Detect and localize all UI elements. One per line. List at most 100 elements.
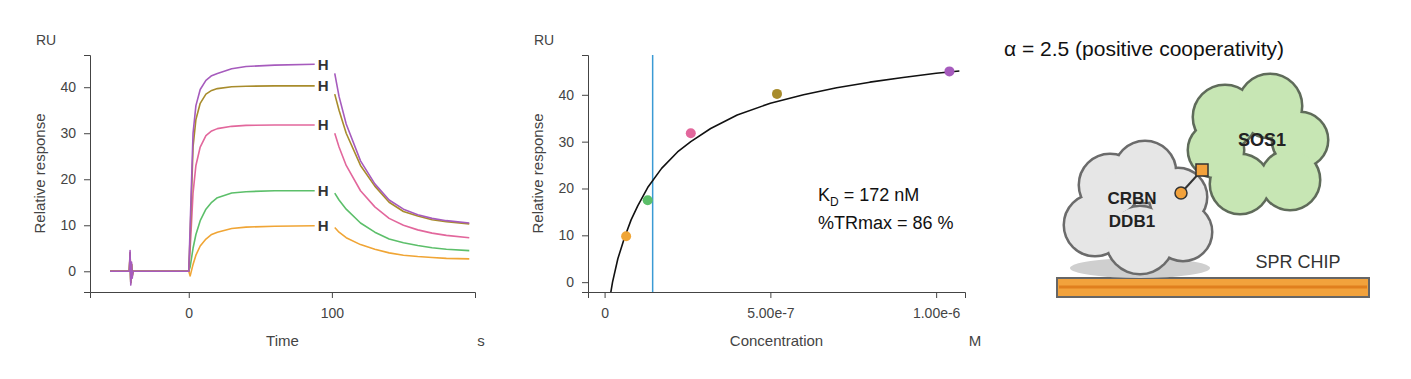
x-axis-tick: 0 [601,292,609,321]
x-axis-line [91,293,476,299]
y-axis-title: Relative response [31,113,48,233]
chart-0: 0100010203040RURelative responseTimesHHH… [31,32,485,349]
y-axis-tick-mark [84,133,90,134]
report-point: H [318,217,329,234]
target-fill [1261,151,1319,209]
diagram: α = 2.5 (positive cooperativity) SPR CHIP… [1004,37,1369,297]
y-axis-title: Relative response [529,113,546,233]
chip-label: SPR CHIP [1255,252,1340,272]
x-unit: s [477,332,485,349]
x-axis-line [589,293,966,299]
x-axis-tick-label: 0 [185,305,193,321]
x-axis-title: Concentration [730,332,823,349]
linker-warhead [1196,164,1208,176]
y-axis-line [84,56,91,293]
y-axis-tick-mark [84,271,90,272]
data-point [944,66,954,76]
annotation: %TRmax = 86 % [818,213,954,233]
x-axis: 0 100 [91,292,476,321]
figure: 0100010203040RURelative responseTimesHHH… [0,0,1411,379]
y-axis-tick: 40 [558,87,588,103]
reference-line [652,55,654,292]
report-point: H [318,116,329,133]
y-axis-tick: 10 [558,227,588,243]
report-point: H [318,77,329,94]
diagram-title: α = 2.5 (positive cooperativity) [1004,37,1284,60]
y-axis-tick: 10 [60,217,90,233]
x-axis-tick-mark [770,292,771,298]
y-axis-tick: 20 [60,171,90,187]
report-point: H [318,56,329,73]
linker-ligand [1175,187,1187,199]
chip [1057,278,1369,297]
sensorgram-line [110,226,469,281]
x-axis-tick-mark [605,292,606,298]
y-axis-tick: 30 [558,134,588,150]
y-axis-tick-mark [84,225,90,226]
sensorgram-line [110,125,469,283]
y-axis-tick-label: 20 [558,180,574,196]
x-axis-tick: 0 [185,292,193,321]
x-axis-tick-label: 5.00e-7 [747,305,795,321]
fit-curve [611,71,960,292]
x-axis-tick: 5.00e-7 [747,292,795,321]
x-axis-tick-mark [936,292,937,298]
sensorgram-line [110,191,469,283]
annotation-text: = 172 nM [839,185,920,205]
ligase-label: CRBN [1107,189,1156,208]
y-unit: RU [36,32,56,48]
x-unit: M [969,332,982,349]
y-axis-tick-label: 10 [558,227,574,243]
chip-stripe [1059,286,1367,289]
target-outline [1261,151,1319,209]
y-axis-tick-label: 0 [68,263,76,279]
chart-1: 0 5.00e-7 1.00e-6 0 10 20 30 40 RU Relative respo… [529,32,981,349]
plot-area [110,64,469,285]
y-axis-tick-mark [582,188,588,189]
y-axis-tick-label: 10 [60,217,76,233]
y-axis-tick-mark [582,142,588,143]
y-axis-tick: 30 [60,125,90,141]
x-axis-tick: 100 [321,292,345,321]
ligase-label: DDB1 [1109,212,1155,231]
y-axis-tick: 0 [68,263,90,279]
x-axis-tick: 1.00e-6 [913,292,961,321]
target [1189,75,1327,213]
y-axis-tick-label: 40 [60,79,76,95]
annotation-text: K [818,185,830,205]
y-axis-tick-label: 40 [558,87,574,103]
y-axis: 0 10 20 30 40 [60,56,90,293]
data-point [686,128,696,138]
y-axis-tick-label: 30 [558,134,574,150]
y-axis-tick-label: 0 [566,274,574,290]
ligase-fill [1107,207,1173,273]
y-unit: RU [534,32,554,48]
x-axis-title: Time [266,332,299,349]
y-axis-tick: 20 [558,180,588,196]
x-axis: 0 5.00e-7 1.00e-6 [589,292,966,321]
x-axis-tick-mark [332,292,333,298]
y-axis-tick-mark [582,282,588,283]
x-axis-tick-label: 1.00e-6 [913,305,961,321]
y-axis-line [582,56,589,293]
annotation-subscript: D [830,195,839,209]
y-axis-tick-label: 30 [60,125,76,141]
y-axis-tick-mark [582,235,588,236]
annotation: KD = 172 nM [818,185,919,209]
data-point [772,89,782,99]
plot-area [611,55,960,292]
sensorgram-line [110,86,469,283]
target-outline [1189,123,1243,177]
target-label: SOS1 [1238,130,1286,150]
x-axis-tick-label: 100 [321,305,345,321]
y-axis: 0 10 20 30 40 [558,56,588,293]
report-point: H [318,182,329,199]
target-fill [1189,123,1243,177]
x-axis-tick-label: 0 [601,305,609,321]
y-axis-tick-mark [84,179,90,180]
sensorgram-line [110,64,469,285]
y-axis-tick-label: 20 [60,171,76,187]
y-axis-tick-mark [84,87,90,88]
data-point [621,231,631,241]
ligase-outline [1107,207,1173,273]
